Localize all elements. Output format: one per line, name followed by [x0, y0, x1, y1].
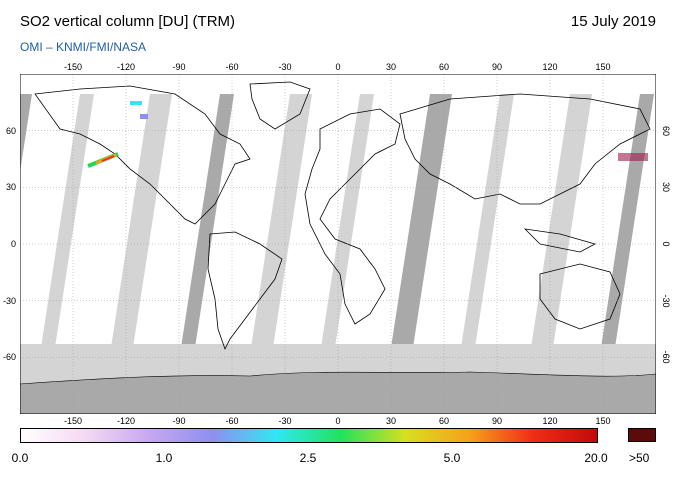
lon-tick-bottom: 150	[595, 416, 611, 426]
lon-tick-top: 90	[491, 62, 503, 72]
colorbar-label-3: 5.0	[443, 451, 461, 465]
lat-tick-right: 0	[661, 241, 671, 247]
lon-tick-top: 0	[335, 62, 341, 72]
lon-tick-bottom: 120	[542, 416, 558, 426]
colorbar-label-4: 20.0	[584, 451, 608, 465]
missing-swath	[20, 94, 32, 172]
lon-tick-bottom: -120	[116, 416, 136, 426]
missing-swath	[180, 94, 234, 354]
lon-tick-bottom: -150	[63, 416, 83, 426]
lon-tick-bottom: 60	[438, 416, 450, 426]
lon-tick-top: 150	[595, 62, 611, 72]
graticule	[20, 74, 656, 414]
lon-tick-top: -30	[278, 62, 292, 72]
missing-swath	[250, 94, 312, 354]
colorbar-label-0: 0.0	[11, 451, 29, 465]
lon-tick-top: -90	[172, 62, 186, 72]
lat-tick-right: 30	[661, 182, 671, 193]
lon-tick-top: 30	[385, 62, 397, 72]
lon-tick-top: -60	[225, 62, 239, 72]
colorbar-label-2: 2.5	[299, 451, 317, 465]
chart-title: SO2 vertical column [DU] (TRM)	[20, 13, 236, 30]
lon-tick-top: 60	[438, 62, 450, 72]
colorbar-label-1: 1.0	[155, 451, 173, 465]
southern-missing-data	[20, 344, 656, 414]
credit-label: OMI – KNMI/FMI/NASA	[20, 40, 147, 54]
lat-tick-left: 0	[10, 239, 16, 249]
colorbar-max-label: >50	[629, 451, 650, 465]
lon-tick-bottom: 0	[335, 416, 341, 426]
europe-africa-coast	[304, 108, 401, 325]
colorbar	[20, 428, 598, 443]
indonesia-coast	[523, 228, 597, 253]
lat-tick-left: 60	[5, 125, 16, 136]
lat-tick-right: -60	[661, 350, 671, 364]
lon-tick-bottom: -90	[172, 416, 186, 426]
greenland-coast	[249, 81, 311, 130]
lon-tick-top: -150	[63, 62, 83, 72]
lon-tick-bottom: -60	[225, 416, 239, 426]
lat-tick-left: 30	[5, 182, 16, 193]
missing-swath	[40, 94, 94, 354]
so2-plume	[87, 101, 648, 168]
lon-tick-top: 120	[542, 62, 558, 72]
missing-swath	[460, 94, 514, 354]
north-america-coast	[34, 85, 251, 225]
lon-tick-bottom: 30	[385, 416, 397, 426]
lat-tick-left: -60	[2, 352, 16, 363]
missing-swath	[110, 94, 172, 354]
so2-map	[20, 74, 656, 414]
lon-tick-top: -120	[116, 62, 136, 72]
missing-swath	[320, 94, 374, 354]
asia-coast	[399, 93, 651, 205]
lon-tick-bottom: 90	[491, 416, 503, 426]
lat-tick-right: -30	[661, 294, 671, 308]
missing-swath	[530, 94, 592, 354]
lon-tick-bottom: -30	[278, 416, 292, 426]
missing-swath	[390, 94, 452, 354]
lat-tick-left: -30	[2, 295, 16, 306]
date-label: 15 July 2019	[570, 13, 656, 30]
colorbar-max-swatch	[628, 428, 656, 442]
lat-tick-right: 60	[661, 125, 671, 136]
australia-coast	[539, 263, 621, 330]
